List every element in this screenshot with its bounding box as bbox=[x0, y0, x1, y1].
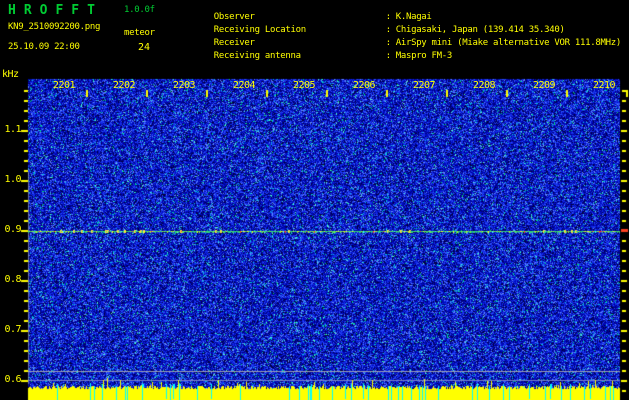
spectrogram-canvas bbox=[0, 0, 629, 400]
hrofft-window: HROFFT 1.0.0f KN9_2510092200.png 25.10.0… bbox=[0, 0, 629, 400]
